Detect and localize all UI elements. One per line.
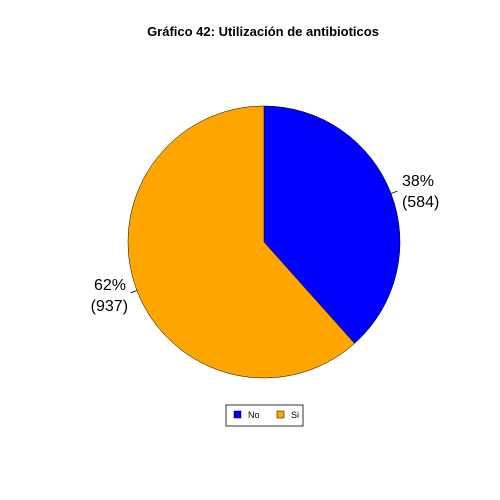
legend-label-si: Si bbox=[291, 410, 299, 420]
slice-percent-label-si: 62% bbox=[94, 277, 126, 294]
slice-labels: 38% (584) 62% (937) bbox=[91, 173, 440, 315]
slice-count-label-si: (937) bbox=[91, 298, 128, 315]
leader-line-no bbox=[390, 190, 398, 194]
leader-line-si bbox=[130, 290, 138, 294]
slice-count-label-no: (584) bbox=[402, 194, 439, 211]
legend-swatch-si bbox=[276, 410, 285, 419]
legend-label-no: No bbox=[248, 410, 260, 420]
pie-slice-si bbox=[127, 105, 355, 379]
pie-area bbox=[127, 105, 401, 379]
legend: No Si bbox=[225, 404, 304, 427]
slice-percent-label-no: 38% bbox=[402, 173, 434, 190]
pie-slice-no bbox=[263, 105, 401, 344]
chart-title: Gráfico 42: Utilización de antibioticos bbox=[147, 24, 379, 39]
legend-swatch-no bbox=[233, 410, 242, 419]
legend-box bbox=[225, 404, 304, 427]
